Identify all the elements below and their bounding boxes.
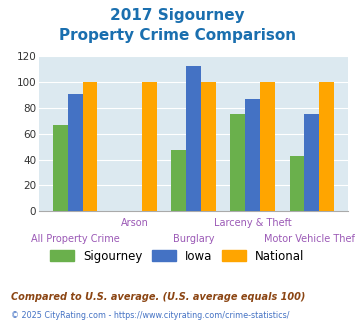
Text: Larceny & Theft: Larceny & Theft — [214, 218, 291, 228]
Bar — [68, 94, 83, 211]
Bar — [230, 114, 245, 211]
Text: © 2025 CityRating.com - https://www.cityrating.com/crime-statistics/: © 2025 CityRating.com - https://www.city… — [11, 311, 289, 320]
Bar — [201, 82, 215, 211]
Bar — [171, 150, 186, 211]
Bar — [319, 82, 334, 211]
Bar — [304, 114, 319, 211]
Bar — [142, 82, 157, 211]
Text: Compared to U.S. average. (U.S. average equals 100): Compared to U.S. average. (U.S. average … — [11, 292, 305, 302]
Bar — [245, 99, 260, 211]
Bar — [186, 66, 201, 211]
Text: Arson: Arson — [120, 218, 148, 228]
Bar — [53, 125, 68, 211]
Legend: Sigourney, Iowa, National: Sigourney, Iowa, National — [47, 246, 308, 266]
Text: Property Crime Comparison: Property Crime Comparison — [59, 28, 296, 43]
Text: 2017 Sigourney: 2017 Sigourney — [110, 8, 245, 23]
Bar — [290, 156, 304, 211]
Bar — [260, 82, 275, 211]
Bar — [83, 82, 97, 211]
Text: Motor Vehicle Theft: Motor Vehicle Theft — [264, 234, 355, 244]
Text: Burglary: Burglary — [173, 234, 214, 244]
Text: All Property Crime: All Property Crime — [31, 234, 120, 244]
